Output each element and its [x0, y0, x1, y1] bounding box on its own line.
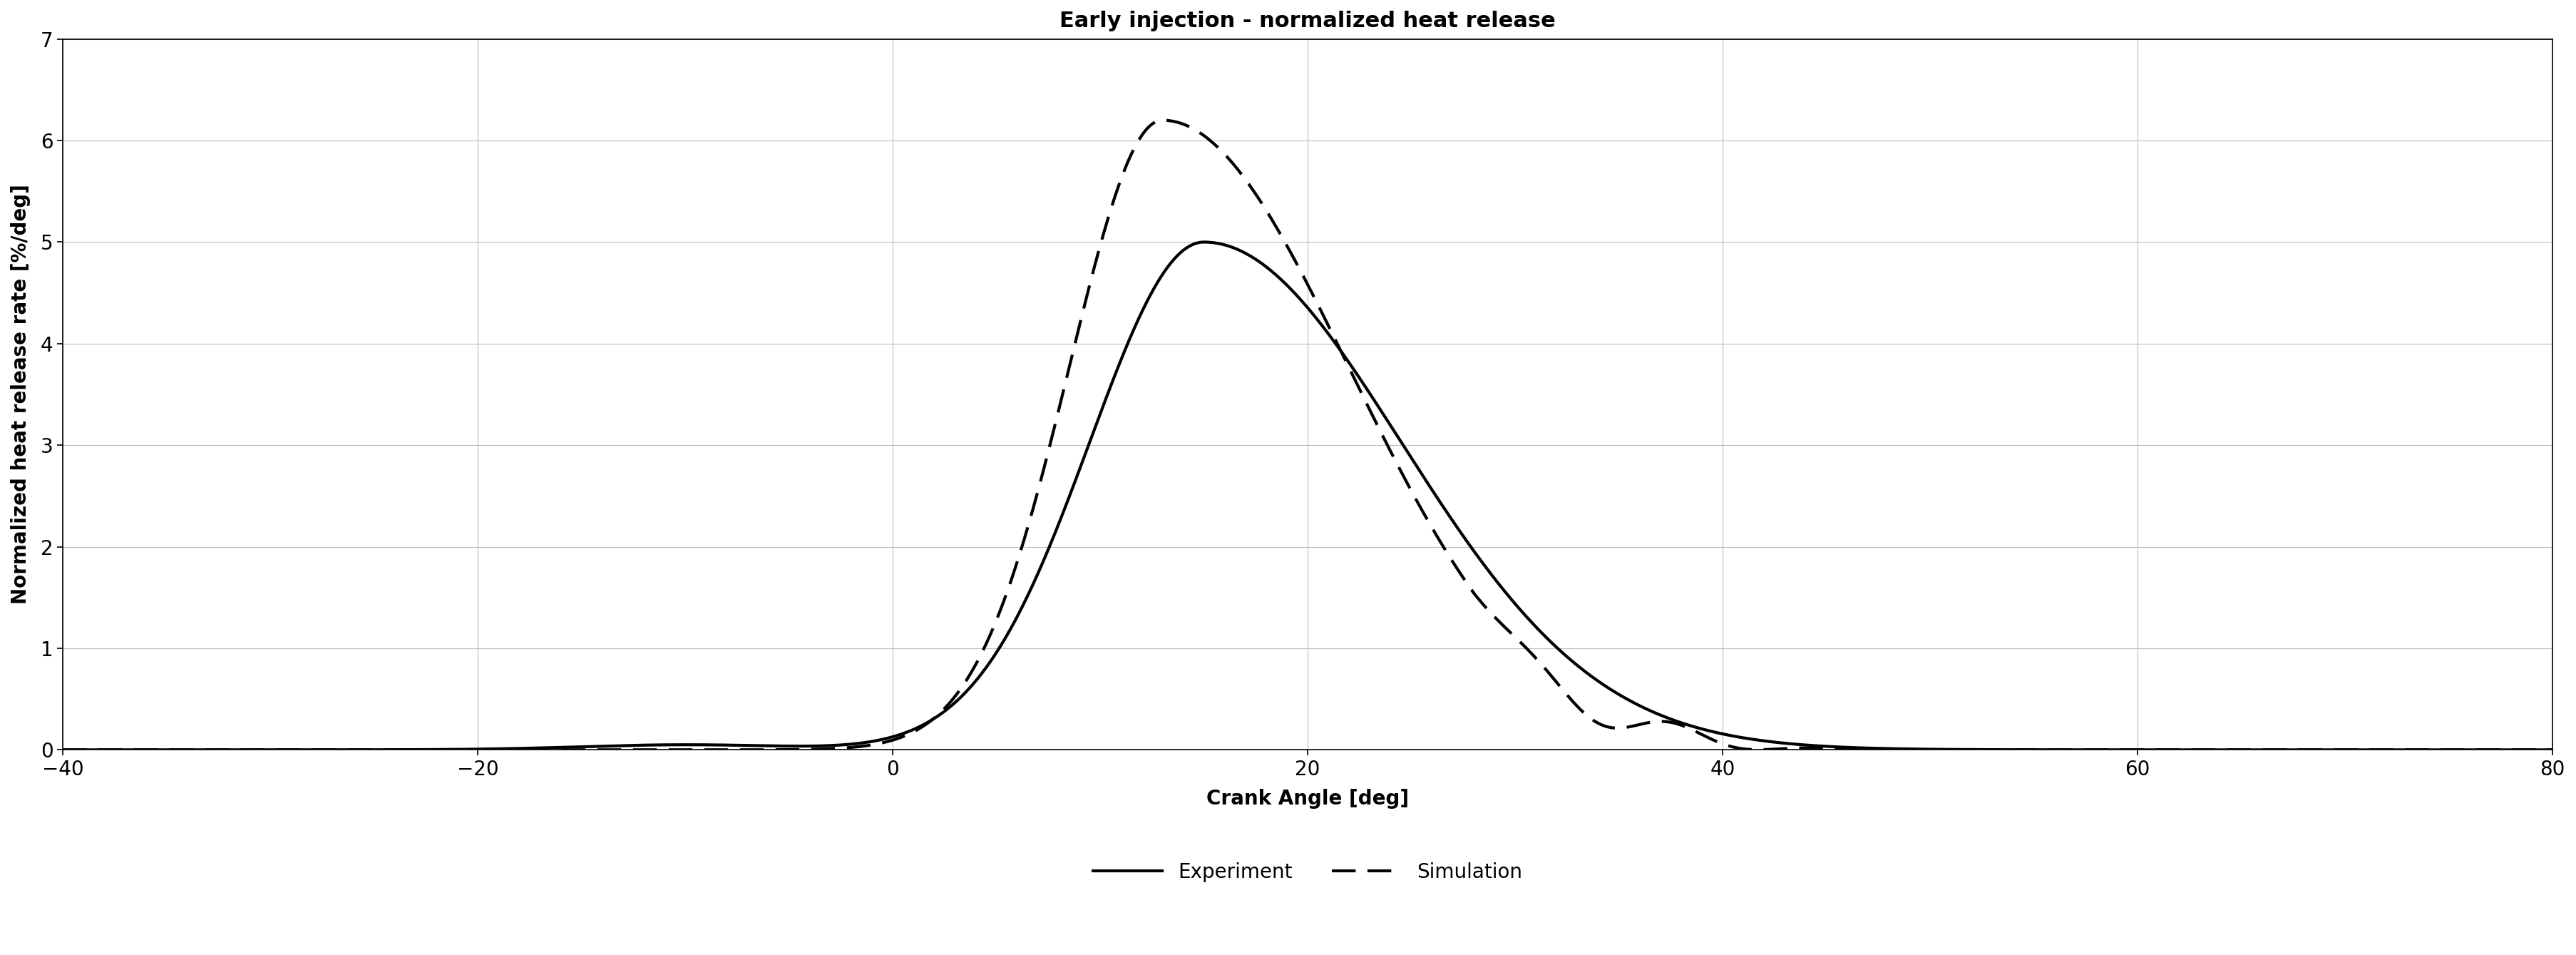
Title: Early injection - normalized heat release: Early injection - normalized heat releas…	[1059, 11, 1556, 32]
Legend: Experiment, Simulation: Experiment, Simulation	[1092, 862, 1522, 882]
Y-axis label: Normalized heat release rate [%/deg]: Normalized heat release rate [%/deg]	[10, 184, 31, 605]
X-axis label: Crank Angle [deg]: Crank Angle [deg]	[1206, 789, 1409, 809]
